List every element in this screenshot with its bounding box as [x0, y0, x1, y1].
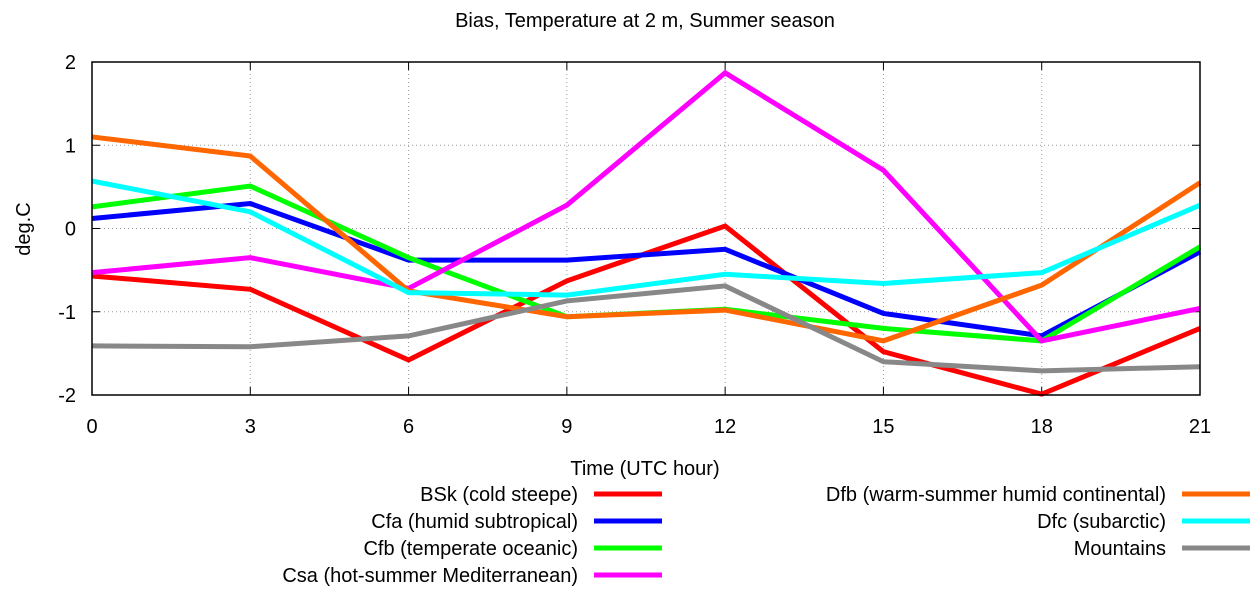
series-line [91, 283, 1201, 374]
y-tick-label: 0 [65, 219, 76, 241]
series-line [91, 178, 1201, 298]
x-tick-label: 18 [1031, 416, 1053, 438]
x-tick-label: 6 [403, 416, 414, 438]
legend-label: Mountains [1074, 538, 1166, 560]
y-axis-label: deg.C [13, 202, 35, 255]
x-tick-label: 12 [714, 416, 736, 438]
plot-frame [91, 61, 1201, 396]
legend-label: Csa (hot-summer Mediterranean) [282, 565, 578, 587]
legend-label: Dfb (warm-summer humid continental) [826, 484, 1166, 506]
y-tick-label: -2 [58, 385, 76, 407]
series-line [91, 69, 1201, 344]
x-tick-label: 3 [245, 416, 256, 438]
x-tick-label: 21 [1189, 416, 1211, 438]
series-line [91, 134, 1202, 344]
y-tick-label: 2 [65, 52, 76, 74]
x-tick-label: 15 [872, 416, 894, 438]
y-tick-label: -1 [58, 302, 76, 324]
legend-label: Cfa (humid subtropical) [371, 511, 578, 533]
x-tick-label: 0 [86, 416, 97, 438]
x-tick-labels: 0 3 6 9 12 15 18 21 [86, 416, 1211, 438]
x-tick-label: 9 [561, 416, 572, 438]
y-tick-label: 1 [65, 135, 76, 157]
series-lines [91, 69, 1202, 397]
y-tick-labels: -2 -1 0 1 2 [58, 52, 76, 407]
legend-label: Cfb (temperate oceanic) [363, 538, 578, 560]
legend-label: Dfc (subarctic) [1037, 511, 1166, 533]
series-line [91, 200, 1202, 339]
x-axis-label: Time (UTC hour) [570, 458, 719, 480]
legend: BSk (cold steepe) Cfa (humid subtropical)… [282, 484, 1250, 587]
chart-title: Bias, Temperature at 2 m, Summer season [455, 10, 835, 32]
series-line [91, 183, 1202, 344]
legend-label: BSk (cold steepe) [420, 484, 578, 506]
